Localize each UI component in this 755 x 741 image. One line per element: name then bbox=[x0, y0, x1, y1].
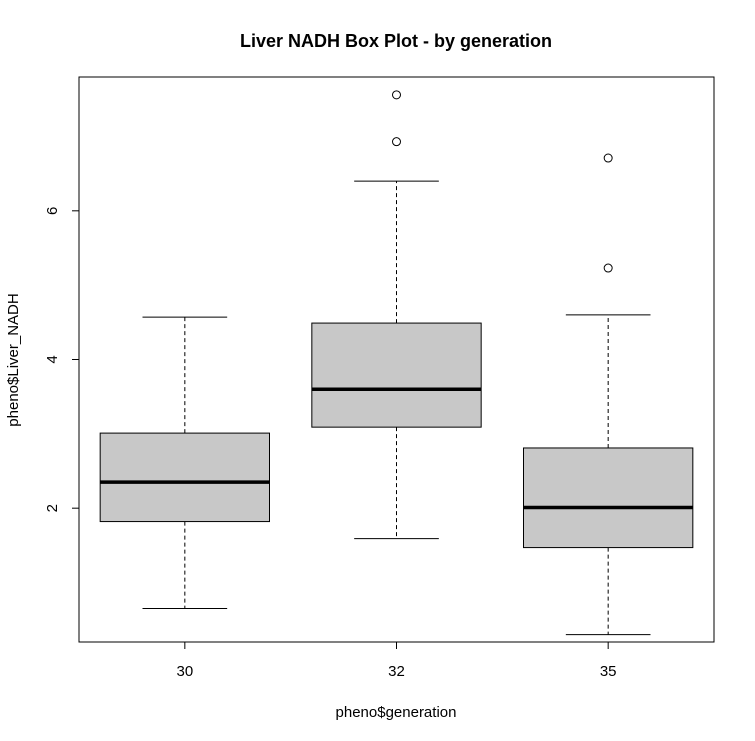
iqr-box bbox=[523, 447, 694, 549]
y-tick-label: 6 bbox=[44, 207, 61, 215]
y-axis-label: pheno$Liver_NADH bbox=[5, 293, 22, 426]
y-tick-label: 4 bbox=[44, 355, 61, 363]
box-group-35 bbox=[523, 153, 694, 636]
x-axis-label: pheno$generation bbox=[336, 704, 457, 721]
outlier-point bbox=[392, 137, 401, 147]
chart-title: Liver NADH Box Plot - by generation bbox=[240, 31, 552, 51]
iqr-box bbox=[99, 432, 270, 523]
x-tick-label: 35 bbox=[600, 663, 617, 680]
x-tick-label: 30 bbox=[176, 663, 193, 680]
outlier-point bbox=[392, 90, 401, 100]
box-group-30 bbox=[99, 316, 270, 610]
x-axis: 30 32 35 bbox=[176, 641, 617, 680]
box-group-32 bbox=[311, 90, 482, 540]
y-tick-label: 2 bbox=[44, 504, 61, 512]
x-tick-label: 32 bbox=[388, 663, 405, 680]
outlier-point bbox=[603, 153, 613, 163]
boxes-layer bbox=[99, 90, 694, 636]
y-axis: 2 4 6 bbox=[44, 207, 80, 512]
outlier-point bbox=[603, 263, 613, 273]
iqr-box bbox=[311, 322, 482, 428]
